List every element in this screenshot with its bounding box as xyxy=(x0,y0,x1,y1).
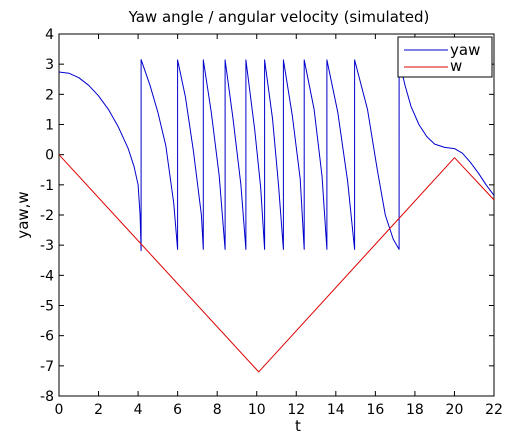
x-tick-label: 18 xyxy=(406,402,424,418)
x-axis: 0 2 4 6 8 10 12 14 16 18 20 22 xyxy=(55,34,503,418)
y-tick-label: -7 xyxy=(40,359,54,375)
x-tick-label: 2 xyxy=(94,402,103,418)
y-tick-label: 3 xyxy=(45,57,54,73)
x-tick-label: 12 xyxy=(287,402,305,418)
y-tick-label: -2 xyxy=(40,208,54,224)
x-tick-label: 20 xyxy=(446,402,464,418)
y-tick-label: 4 xyxy=(45,27,54,43)
y-tick-label: -4 xyxy=(40,268,54,284)
y-axis: 4 3 2 1 0 -1 -2 -3 -4 -5 -6 -7 -8 xyxy=(40,27,494,405)
x-tick-label: 22 xyxy=(485,402,503,418)
x-tick-label: 14 xyxy=(327,402,345,418)
series-line-w xyxy=(58,154,495,373)
x-tick-label: 4 xyxy=(134,402,143,418)
y-tick-label: -3 xyxy=(40,238,54,254)
y-tick-label: 1 xyxy=(45,118,54,134)
x-tick-label: 16 xyxy=(366,402,384,418)
x-axis-label: t xyxy=(295,417,301,434)
y-tick-label: -8 xyxy=(40,389,54,405)
y-tick-label: -5 xyxy=(40,299,54,315)
legend-w-label: w xyxy=(450,57,462,75)
y-tick-label: -1 xyxy=(40,178,54,194)
legend: yaw w xyxy=(397,36,493,78)
y-tick-label: 2 xyxy=(45,87,54,103)
x-tick-label: 8 xyxy=(213,402,222,418)
y-tick-label: 0 xyxy=(45,148,54,164)
x-tick-label: 10 xyxy=(248,402,266,418)
y-axis-label: yaw,w xyxy=(14,191,32,238)
chart-title: Yaw angle / angular velocity (simulated) xyxy=(128,8,430,26)
x-tick-label: 6 xyxy=(173,402,182,418)
plot-area: 0 2 4 6 8 10 12 14 16 18 20 22 43210-1-2-3-4-5-6-7-… xyxy=(40,27,503,418)
legend-box xyxy=(397,36,493,78)
series-line-yaw xyxy=(58,59,495,252)
series-layer xyxy=(58,59,495,373)
plot-frame xyxy=(58,33,495,397)
legend-yaw-label: yaw xyxy=(450,41,480,59)
y-tick-label: -6 xyxy=(40,329,54,345)
x-tick-label: 0 xyxy=(55,402,64,418)
